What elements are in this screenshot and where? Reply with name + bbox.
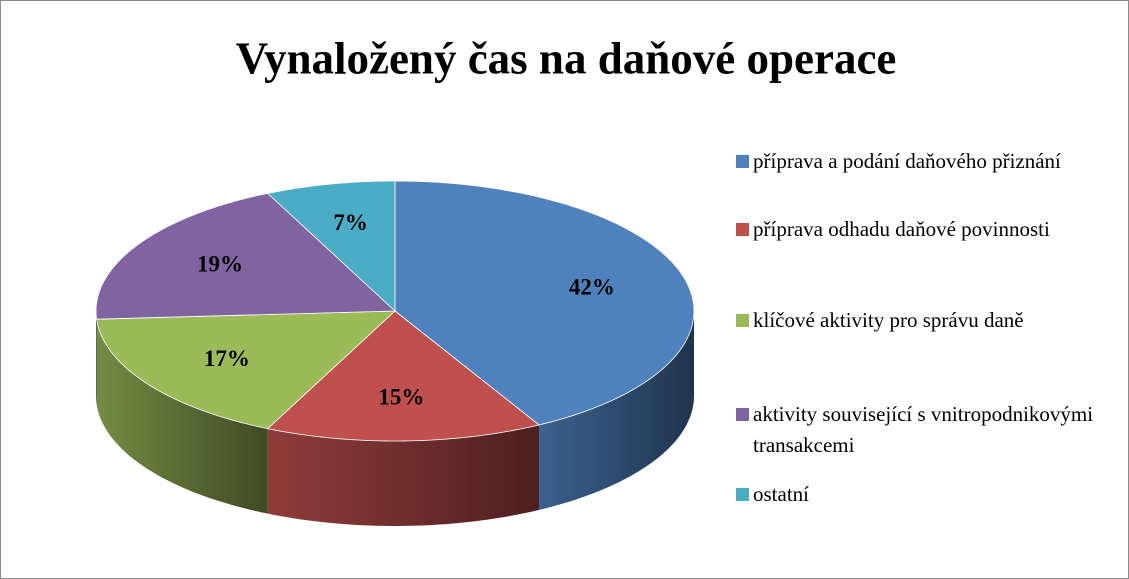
legend-label: klíčové aktivity pro správu daně (753, 308, 1024, 332)
slice (394, 180, 695, 426)
legend-item: ostatní (736, 479, 1116, 510)
data-label: 17% (204, 346, 250, 371)
data-label: 19% (197, 251, 243, 276)
slice-side (96, 311, 97, 405)
legend-item: příprava a podání daňového přiznání (736, 146, 1116, 177)
legend-swatch (736, 155, 749, 168)
legend-swatch (736, 223, 749, 236)
data-label: 15% (378, 385, 424, 410)
data-label: 7% (333, 210, 368, 235)
slice-side (539, 311, 694, 510)
legend-item: aktivity související s vnitropodnikovými… (736, 399, 1116, 461)
legend-label: ostatní (753, 482, 809, 506)
legend-label: příprava a podání daňového přiznání (753, 149, 1061, 173)
legend-swatch (736, 408, 749, 421)
slice-side (96, 319, 268, 514)
slice (96, 310, 397, 430)
legend-swatch (736, 314, 749, 327)
slice-side (267, 424, 540, 526)
legend-item: příprava odhadu daňové povinnosti (736, 214, 1116, 245)
slice-tops (95, 180, 695, 442)
slice (266, 180, 396, 312)
slice (95, 192, 396, 320)
chart-title: Vynaložený čas na daňové operace (236, 33, 897, 83)
legend-item: klíčové aktivity pro správu daně (736, 305, 1116, 336)
data-labels: 42% 15% 17% 19% 7% (197, 210, 615, 410)
legend-swatch (736, 488, 749, 501)
slice (266, 310, 540, 442)
legend-label: příprava odhadu daňové povinnosti (753, 217, 1050, 241)
legend-label: aktivity související s vnitropodnikovými… (753, 402, 1094, 457)
slice-sides (96, 311, 694, 526)
data-label: 42% (569, 274, 615, 299)
